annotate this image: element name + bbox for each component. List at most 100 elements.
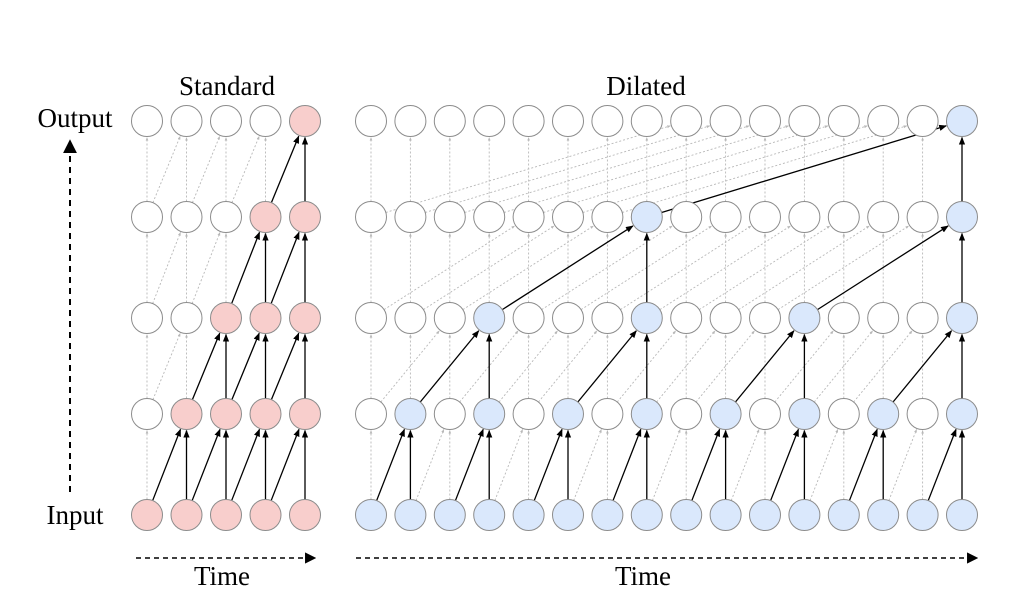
dilated-hidden-node <box>709 302 742 334</box>
standard-active-edge <box>231 332 260 400</box>
dilated-hidden-node <box>946 398 978 430</box>
dilated-input-node <box>670 499 703 531</box>
dilated-input-node <box>473 499 506 531</box>
dilated-inactive-edge <box>380 330 440 403</box>
standard-hidden-node <box>249 201 282 233</box>
dilated-inactive-edge <box>888 429 918 501</box>
standard-hidden-node <box>210 302 242 334</box>
dilated-hidden-node <box>512 302 545 334</box>
dilated-hidden-node <box>867 201 900 233</box>
standard-inactive-edge <box>152 332 181 400</box>
dilated-inactive-edge <box>813 330 874 403</box>
dilated-inactive-edge <box>415 429 445 501</box>
standard-hidden-node <box>210 398 242 430</box>
dilated-active-edge <box>577 330 637 403</box>
dilated-inactive-edge <box>659 225 791 311</box>
dilated-hidden-node <box>670 302 703 334</box>
dilated-output-node <box>552 105 584 137</box>
dilated-output-node <box>473 105 506 137</box>
dilated-input-node <box>630 499 663 531</box>
standard-hidden-node <box>249 302 282 334</box>
dilated-inactive-edge <box>464 125 750 213</box>
dilated-hidden-node <box>946 302 978 334</box>
dilated-active-edge <box>927 428 957 501</box>
dilated-input-node <box>827 499 860 531</box>
dilated-output-node <box>946 105 978 137</box>
dilated-active-edge <box>419 330 480 403</box>
dilated-output-node <box>355 105 387 137</box>
standard-title: Standard <box>179 71 275 101</box>
dilated-hidden-node <box>946 201 978 233</box>
standard-input-node <box>289 499 321 531</box>
time-label-dilated: Time <box>615 561 671 591</box>
dilated-active-edge <box>691 428 721 501</box>
dilated-hidden-node <box>394 398 427 430</box>
dilated-hidden-node <box>709 398 742 430</box>
dilated-output-node <box>906 105 939 137</box>
dilated-hidden-node <box>630 398 663 430</box>
standard-inactive-edge <box>191 135 221 203</box>
standard-hidden-node <box>249 398 282 430</box>
dilated-hidden-node <box>906 201 939 233</box>
standard-hidden-node <box>289 201 321 233</box>
dilated-output-node <box>630 105 663 137</box>
dilated-inactive-edge <box>620 225 752 311</box>
dilated-output-node <box>867 105 900 137</box>
standard-input-node <box>131 499 163 531</box>
dilated-inactive-edge <box>543 125 829 213</box>
dilated-inactive-edge <box>809 429 839 501</box>
edges-layer <box>145 124 966 501</box>
standard-active-edge <box>191 428 221 501</box>
input-label: Input <box>47 500 104 530</box>
dilated-hidden-node <box>433 398 466 430</box>
dilated-input-node <box>749 499 781 531</box>
dilated-inactive-edge <box>425 125 711 213</box>
dilated-hidden-node <box>867 398 900 430</box>
standard-active-edge <box>270 428 300 501</box>
dilated-input-node <box>946 499 978 531</box>
dilated-inactive-edge <box>777 225 910 311</box>
dilated-hidden-node <box>394 201 427 233</box>
dilated-output-node <box>709 105 742 137</box>
dilated-inactive-edge <box>853 330 913 403</box>
dilated-input-node <box>512 499 545 531</box>
dilated-hidden-node <box>355 398 387 430</box>
dilated-hidden-node <box>867 302 900 334</box>
output-label: Output <box>37 103 113 133</box>
dilated-hidden-node <box>906 302 939 334</box>
dilated-active-edge <box>770 428 800 501</box>
standard-input-node <box>249 499 282 531</box>
dilated-title: Dilated <box>606 71 686 101</box>
dilated-hidden-node <box>433 201 466 233</box>
standard-output-node <box>210 105 242 137</box>
standard-output-node <box>170 105 203 137</box>
dilated-input-node <box>906 499 939 531</box>
standard-inactive-edge <box>191 232 221 304</box>
nodes-layer <box>131 105 978 531</box>
standard-output-node <box>289 105 321 137</box>
standard-output-node <box>131 105 163 137</box>
dilated-inactive-edge <box>616 330 677 403</box>
dilated-hidden-node <box>591 201 624 233</box>
dilated-output-node <box>591 105 624 137</box>
dilated-hidden-node <box>355 302 387 334</box>
dilated-active-edge <box>533 428 563 501</box>
dilated-hidden-node <box>552 302 584 334</box>
dilated-hidden-node <box>749 201 781 233</box>
standard-hidden-node <box>170 398 203 430</box>
standard-active-edge <box>270 332 300 400</box>
dilated-hidden-node <box>394 302 427 334</box>
dilated-hidden-node <box>473 302 506 334</box>
dilated-inactive-edge <box>699 225 831 311</box>
dilated-inactive-edge <box>385 125 671 213</box>
dilated-input-node <box>433 499 466 531</box>
dilated-inactive-edge <box>582 125 868 213</box>
dilated-hidden-node <box>552 201 584 233</box>
standard-inactive-edge <box>231 135 260 203</box>
standard-hidden-node <box>170 201 203 233</box>
dilated-hidden-node <box>827 398 860 430</box>
dilated-inactive-edge <box>423 225 555 311</box>
dilated-active-edge <box>454 428 484 501</box>
standard-hidden-node <box>289 398 321 430</box>
